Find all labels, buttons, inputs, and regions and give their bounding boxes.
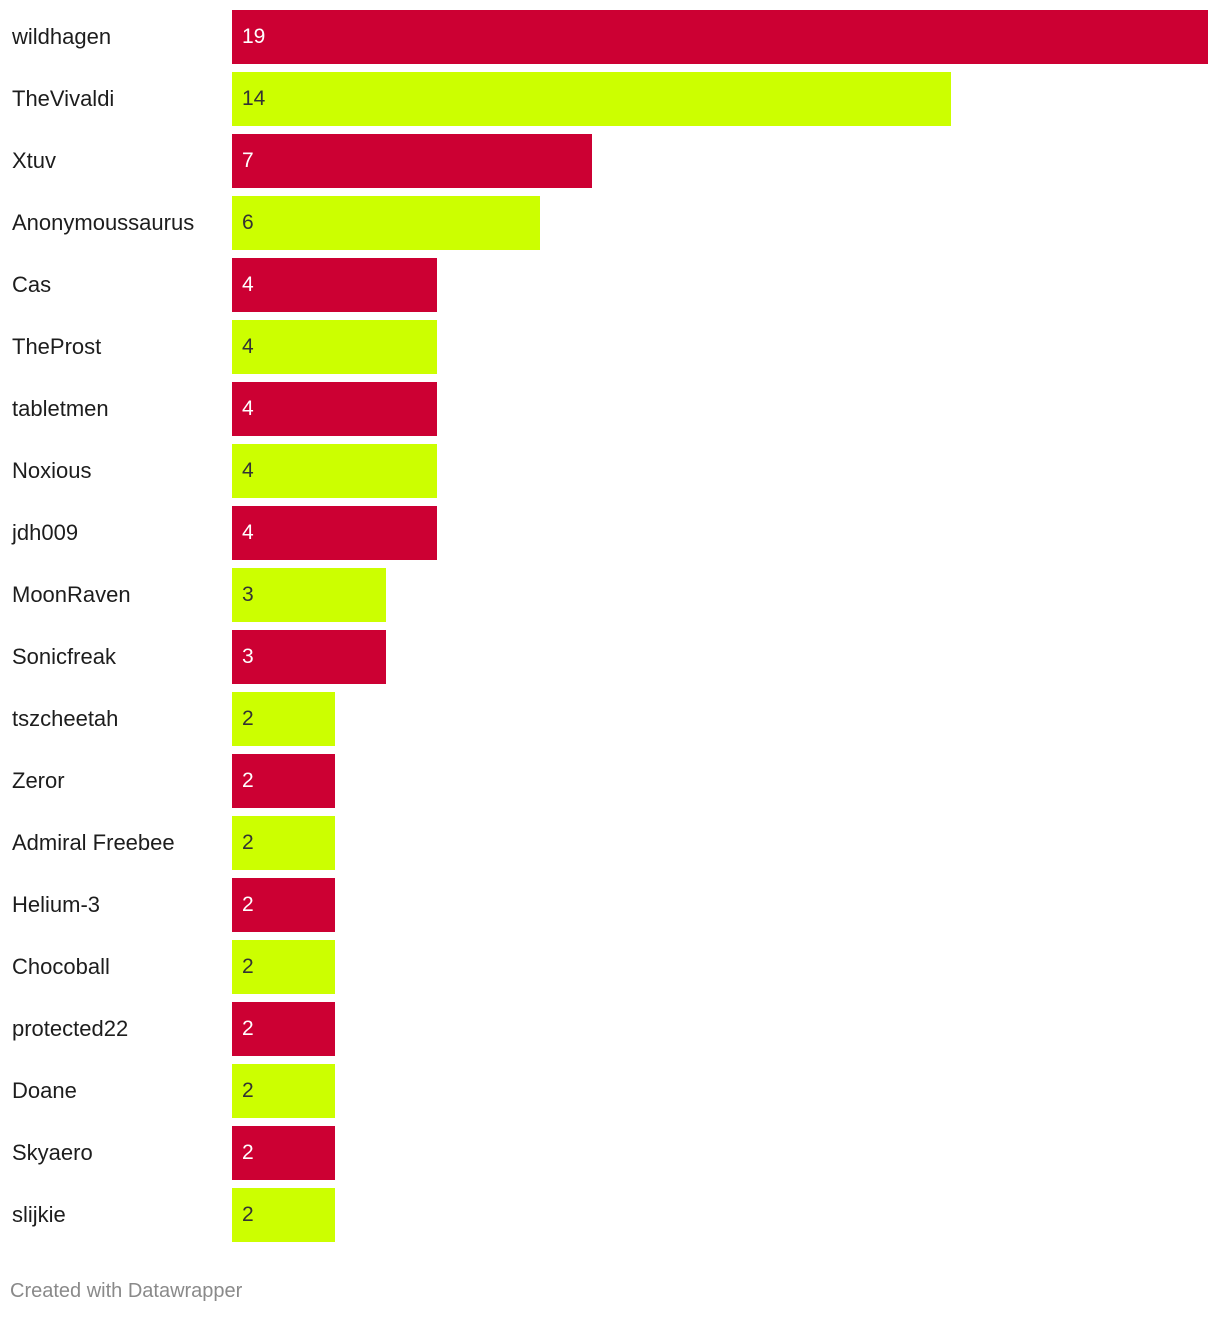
value-label-theprost: 4 <box>242 335 254 358</box>
value-label-tszcheetah: 2 <box>242 707 254 730</box>
value-label-helium-3: 2 <box>242 893 254 916</box>
bar-sonicfreak <box>232 630 386 684</box>
bar-jdh009 <box>232 506 437 560</box>
category-label-theprost: TheProst <box>12 334 102 359</box>
datawrapper-credit: Created with Datawrapper <box>10 1280 243 1302</box>
bar-protected22 <box>232 1002 335 1056</box>
value-label-wildhagen: 19 <box>242 25 266 48</box>
bar-admiral-freebee <box>232 816 335 870</box>
category-label-sonicfreak: Sonicfreak <box>12 644 116 669</box>
value-label-thevivaldi: 14 <box>242 87 266 110</box>
category-label-tszcheetah: tszcheetah <box>12 706 119 731</box>
bar-moonraven <box>232 568 386 622</box>
bar-xtuv <box>232 134 592 188</box>
category-label-anonymoussaurus: Anonymoussaurus <box>12 210 195 235</box>
category-label-skyaero: Skyaero <box>12 1140 93 1165</box>
value-label-zeror: 2 <box>242 769 254 792</box>
bar-skyaero <box>232 1126 335 1180</box>
bar-slijkie <box>232 1188 335 1242</box>
category-label-jdh009: jdh009 <box>12 520 79 545</box>
value-label-moonraven: 3 <box>242 583 254 606</box>
value-label-sonicfreak: 3 <box>242 645 254 668</box>
bar-tabletmen <box>232 382 437 436</box>
bar-thevivaldi <box>232 72 951 126</box>
value-label-chocoball: 2 <box>242 955 254 978</box>
bar-helium-3 <box>232 878 335 932</box>
bar-chart: wildhagen 19 TheVivaldi 14 Xtuv 7 Anonymoussau… <box>12 10 1208 1242</box>
category-label-xtuv: Xtuv <box>12 148 57 173</box>
category-label-helium-3: Helium-3 <box>12 892 101 917</box>
value-label-protected22: 2 <box>242 1017 254 1040</box>
bar-chocoball <box>232 940 335 994</box>
value-label-jdh009: 4 <box>242 521 254 544</box>
bar-doane <box>232 1064 335 1118</box>
category-label-noxious: Noxious <box>12 458 92 483</box>
category-label-tabletmen: tabletmen <box>12 396 109 421</box>
category-label-admiral-freebee: Admiral Freebee <box>12 830 175 855</box>
bar-theprost <box>232 320 437 374</box>
value-label-tabletmen: 4 <box>242 397 254 420</box>
bar-anonymoussaurus <box>232 196 540 250</box>
category-label-slijkie: slijkie <box>12 1202 66 1227</box>
value-label-skyaero: 2 <box>242 1141 254 1164</box>
bar-zeror <box>232 754 335 808</box>
category-label-chocoball: Chocoball <box>12 954 110 979</box>
category-label-moonraven: MoonRaven <box>12 582 131 607</box>
category-label-protected22: protected22 <box>12 1016 129 1041</box>
value-label-xtuv: 7 <box>242 149 254 172</box>
category-label-doane: Doane <box>12 1078 77 1103</box>
category-label-wildhagen: wildhagen <box>12 24 112 49</box>
category-label-zeror: Zeror <box>12 768 65 793</box>
bar-wildhagen <box>232 10 1208 64</box>
category-label-thevivaldi: TheVivaldi <box>12 86 115 111</box>
value-label-anonymoussaurus: 6 <box>242 211 254 234</box>
value-label-doane: 2 <box>242 1079 254 1102</box>
bar-noxious <box>232 444 437 498</box>
value-label-admiral-freebee: 2 <box>242 831 254 854</box>
value-label-slijkie: 2 <box>242 1203 254 1226</box>
value-label-cas: 4 <box>242 273 254 296</box>
bar-tszcheetah <box>232 692 335 746</box>
category-label-cas: Cas <box>12 272 52 297</box>
bar-cas <box>232 258 437 312</box>
value-label-noxious: 4 <box>242 459 254 482</box>
